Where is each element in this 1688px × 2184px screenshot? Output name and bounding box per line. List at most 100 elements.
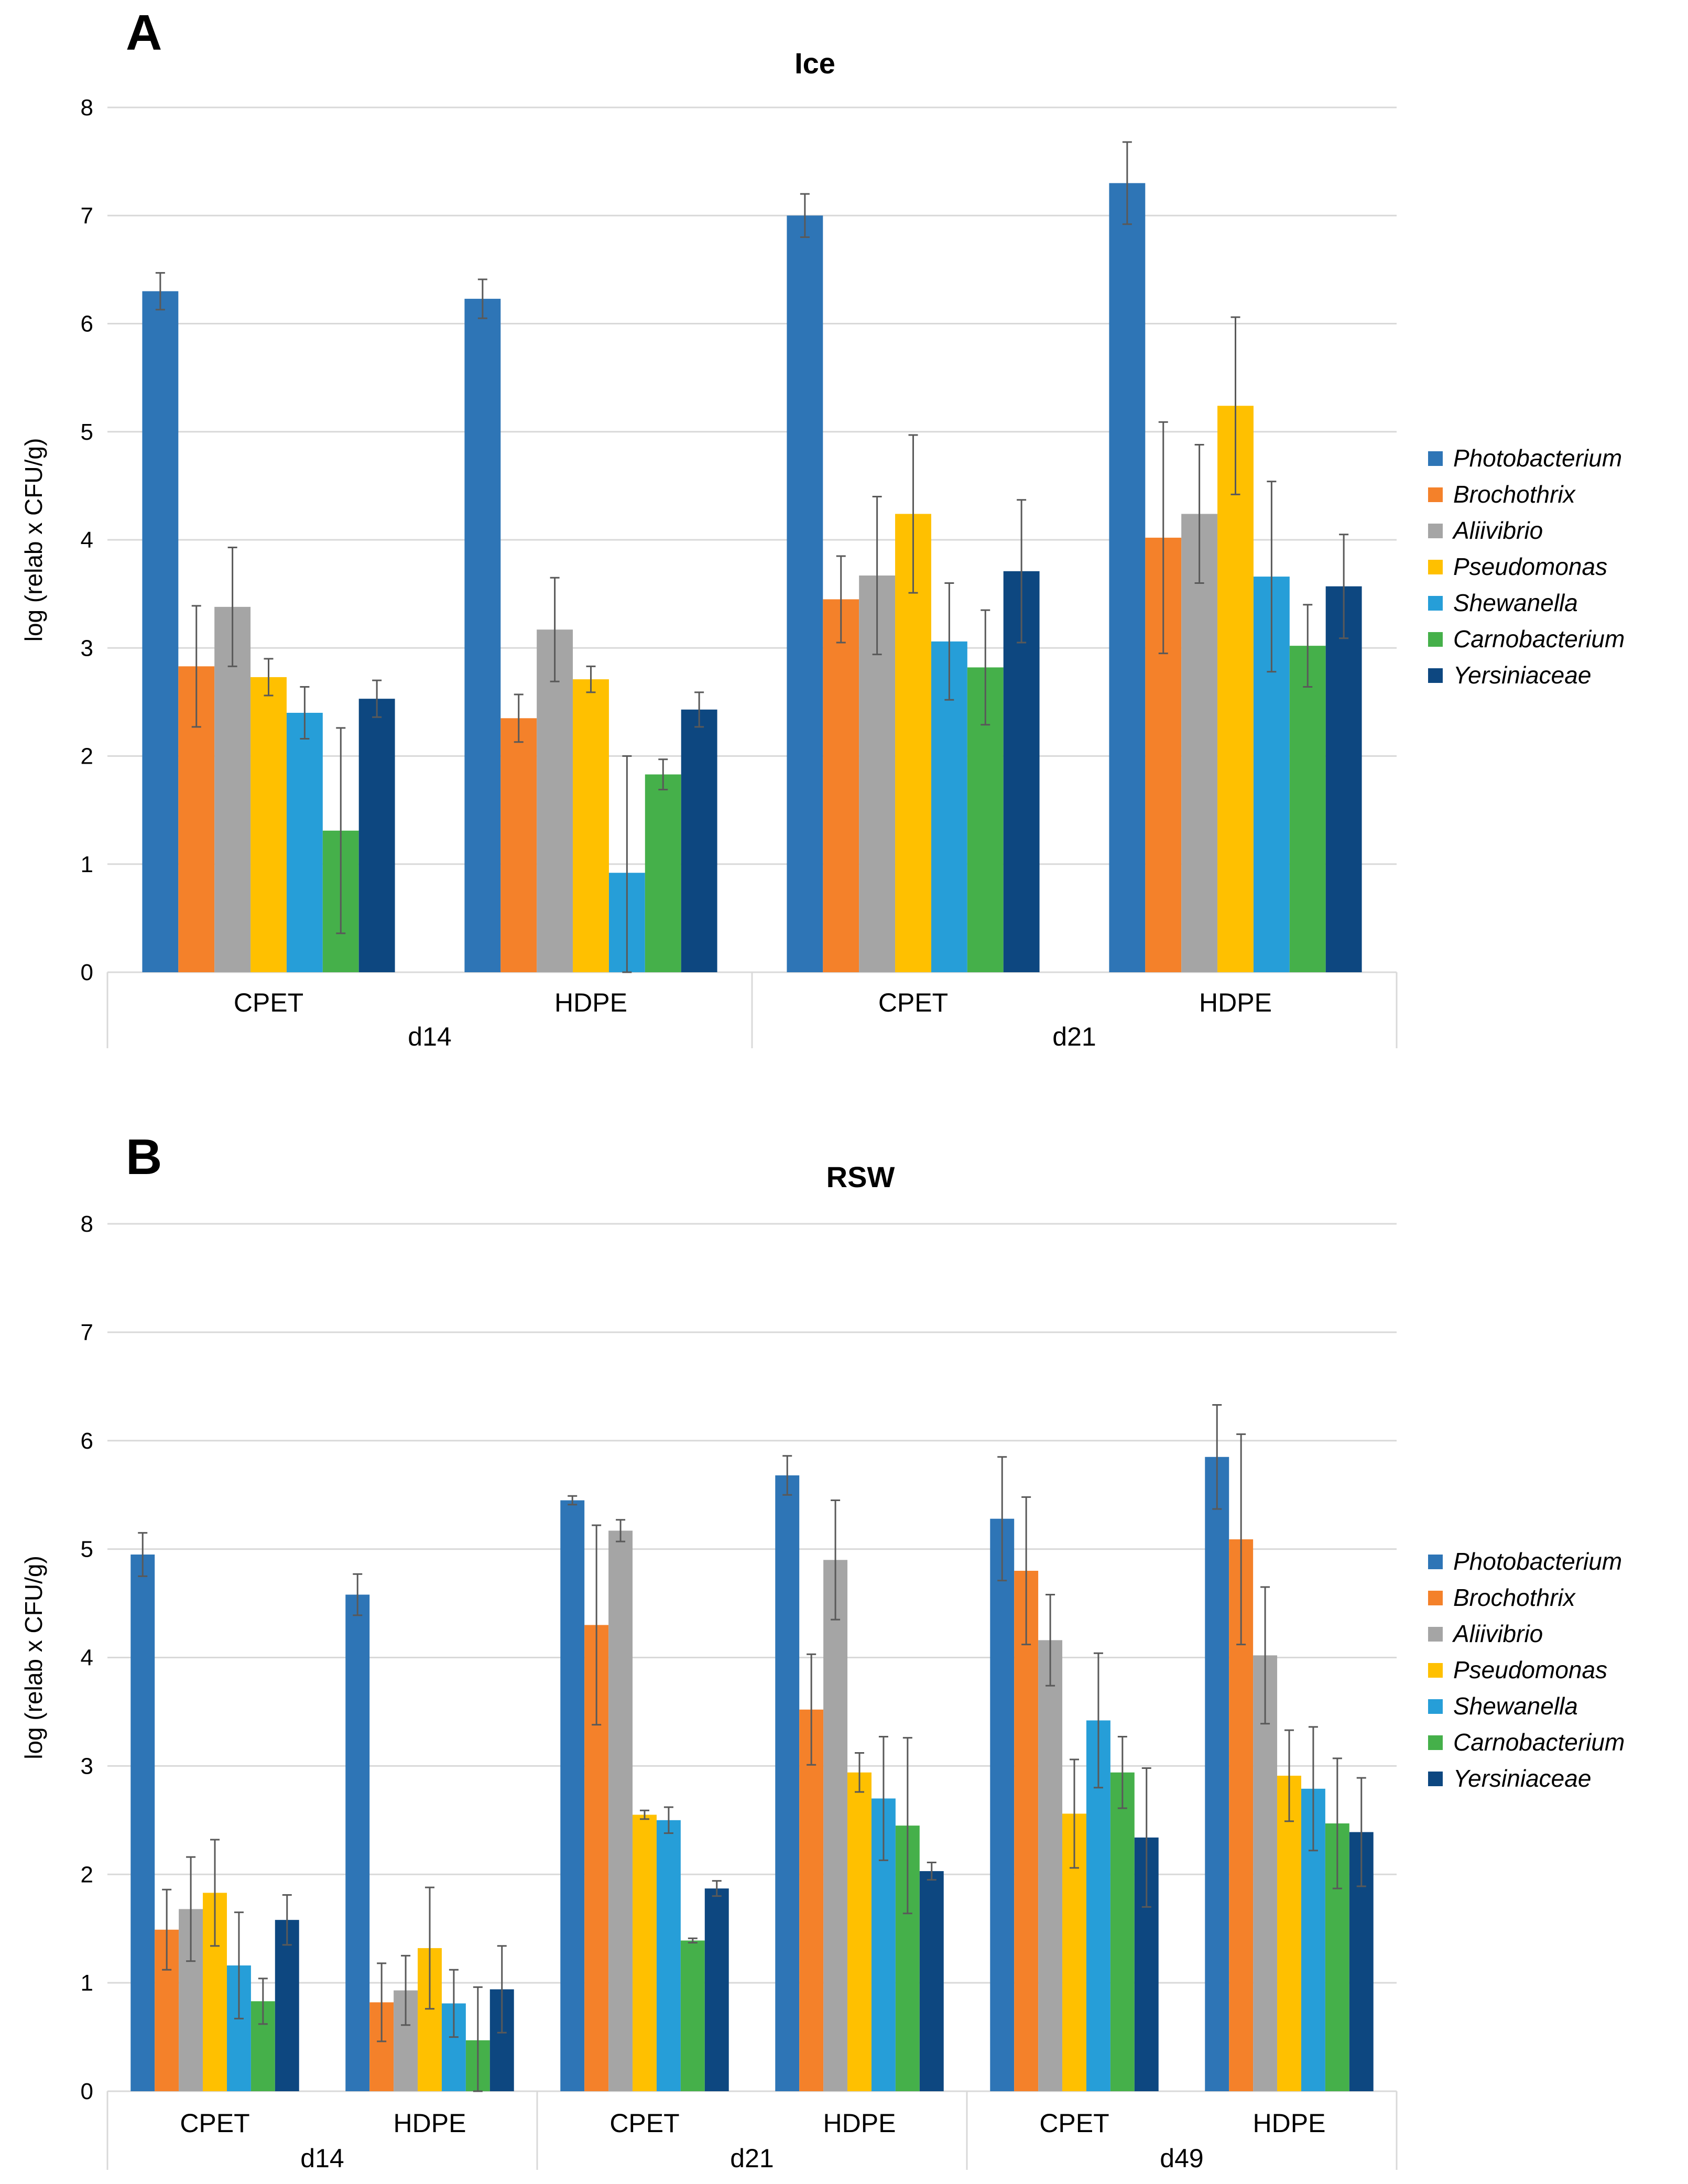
- bar-photobacterium: [787, 215, 823, 972]
- bar-carnobacterium: [680, 1940, 705, 2091]
- bar-pseudomonas: [573, 679, 609, 972]
- legend-label: Yersiniaceae: [1453, 661, 1591, 689]
- chart-title: RSW: [826, 1160, 895, 1193]
- bar-pseudomonas: [1277, 1775, 1301, 2091]
- y-tick-label: 2: [81, 1862, 93, 1887]
- bar-yersiniaceae: [275, 1920, 299, 2091]
- legend-swatch: [1428, 1772, 1443, 1786]
- legend-swatch: [1428, 632, 1443, 647]
- panel-letter: A: [126, 5, 162, 61]
- y-tick-label: 6: [81, 311, 93, 337]
- y-tick-label: 5: [81, 1537, 93, 1562]
- category-label: CPET: [878, 988, 948, 1017]
- legend-label: Carnobacterium: [1453, 1729, 1625, 1756]
- y-tick-label: 5: [81, 419, 93, 445]
- panel-letter: B: [126, 1129, 162, 1185]
- bar-carnobacterium: [645, 774, 681, 972]
- y-tick-label: 0: [81, 960, 93, 985]
- bar-carnobacterium: [1289, 646, 1326, 972]
- category-label: CPET: [234, 988, 303, 1017]
- bar-shewanella: [286, 713, 323, 972]
- legend-label: Aliivibrio: [1452, 1620, 1543, 1647]
- group-label: d49: [1160, 2144, 1203, 2173]
- bar-aliivibrio: [537, 629, 573, 972]
- bar-aliivibrio: [214, 606, 251, 972]
- y-tick-label: 2: [81, 744, 93, 769]
- bar-photobacterium: [464, 299, 501, 972]
- legend-swatch: [1428, 668, 1443, 683]
- legend-label: Pseudomonas: [1453, 553, 1607, 580]
- bar-aliivibrio: [823, 1560, 848, 2091]
- legend-swatch: [1428, 596, 1443, 611]
- legend-swatch: [1428, 487, 1443, 502]
- bar-photobacterium: [990, 1518, 1015, 2091]
- bar-yersiniaceae: [681, 709, 717, 972]
- bar-yersiniaceae: [919, 1871, 944, 2091]
- y-axis-label: log (relab x CFU/g): [20, 438, 47, 642]
- y-tick-label: 7: [81, 1320, 93, 1345]
- y-tick-label: 8: [81, 1211, 93, 1237]
- bar-aliivibrio: [608, 1530, 633, 2091]
- legend-label: Photobacterium: [1453, 1548, 1622, 1575]
- y-tick-label: 1: [81, 1970, 93, 1996]
- legend-swatch: [1428, 560, 1443, 574]
- legend-swatch: [1428, 1591, 1443, 1605]
- legend-label: Carnobacterium: [1453, 625, 1625, 653]
- bar-pseudomonas: [847, 1772, 872, 2091]
- bar-brochothrix: [823, 599, 859, 972]
- y-tick-label: 4: [81, 527, 93, 553]
- bar-photobacterium: [775, 1475, 800, 2091]
- y-tick-label: 6: [81, 1428, 93, 1454]
- panel-b-chart: B RSW 0 1 2 3 4 5 6 7 8 log (relab x CFU/g) d14 CPET H…: [20, 1129, 1625, 2173]
- legend-label: Aliivibrio: [1452, 517, 1543, 544]
- legend-swatch: [1428, 1555, 1443, 1569]
- legend-swatch: [1428, 1735, 1443, 1750]
- category-label: HDPE: [554, 988, 627, 1017]
- bar-yersiniaceae: [358, 699, 395, 972]
- y-tick-label: 3: [81, 1753, 93, 1779]
- group-label: d14: [408, 1022, 451, 1051]
- legend-label: Shewanella: [1453, 1692, 1578, 1720]
- bar-pseudomonas: [633, 1814, 657, 2091]
- legend-swatch: [1428, 1627, 1443, 1642]
- bar-pseudomonas: [251, 677, 287, 972]
- y-tick-label: 1: [81, 852, 93, 877]
- y-tick-label: 3: [81, 635, 93, 661]
- legend-label: Photobacterium: [1453, 444, 1622, 472]
- legend-swatch: [1428, 1663, 1443, 1678]
- bar-aliivibrio: [1181, 514, 1218, 972]
- bar-pseudomonas: [1217, 406, 1254, 972]
- chart-title: Ice: [794, 47, 835, 80]
- category-label: CPET: [1039, 2109, 1109, 2138]
- bar-brochothrix: [799, 1709, 824, 2091]
- bar-photobacterium: [1205, 1457, 1229, 2091]
- category-label: CPET: [180, 2109, 249, 2138]
- bar-photobacterium: [345, 1594, 370, 2091]
- bar-aliivibrio: [1253, 1655, 1278, 2091]
- legend-swatch: [1428, 1699, 1443, 1714]
- group-label: d21: [1052, 1022, 1096, 1051]
- group-label: d21: [730, 2144, 774, 2173]
- y-axis-label: log (relab x CFU/g): [20, 1556, 47, 1759]
- y-tick-label: 0: [81, 2079, 93, 2104]
- legend-swatch: [1428, 524, 1443, 538]
- legend-swatch: [1428, 451, 1443, 466]
- legend-label: Brochothrix: [1453, 481, 1576, 508]
- bar-photobacterium: [560, 1500, 585, 2091]
- bar-photobacterium: [1109, 183, 1146, 972]
- y-tick-label: 7: [81, 203, 93, 229]
- bar-carnobacterium: [1110, 1772, 1135, 2091]
- bar-photobacterium: [142, 291, 179, 972]
- bar-brochothrix: [500, 718, 537, 972]
- y-tick-label: 4: [81, 1645, 93, 1671]
- bar-shewanella: [656, 1820, 681, 2091]
- bar-photobacterium: [130, 1554, 155, 2091]
- legend-label: Yersiniaceae: [1453, 1765, 1591, 1792]
- category-label: HDPE: [394, 2109, 466, 2138]
- y-tick-label: 8: [81, 95, 93, 121]
- bar-yersiniaceae: [1325, 586, 1362, 972]
- category-label: HDPE: [1199, 988, 1272, 1017]
- legend-label: Brochothrix: [1453, 1584, 1576, 1611]
- category-label: HDPE: [823, 2109, 896, 2138]
